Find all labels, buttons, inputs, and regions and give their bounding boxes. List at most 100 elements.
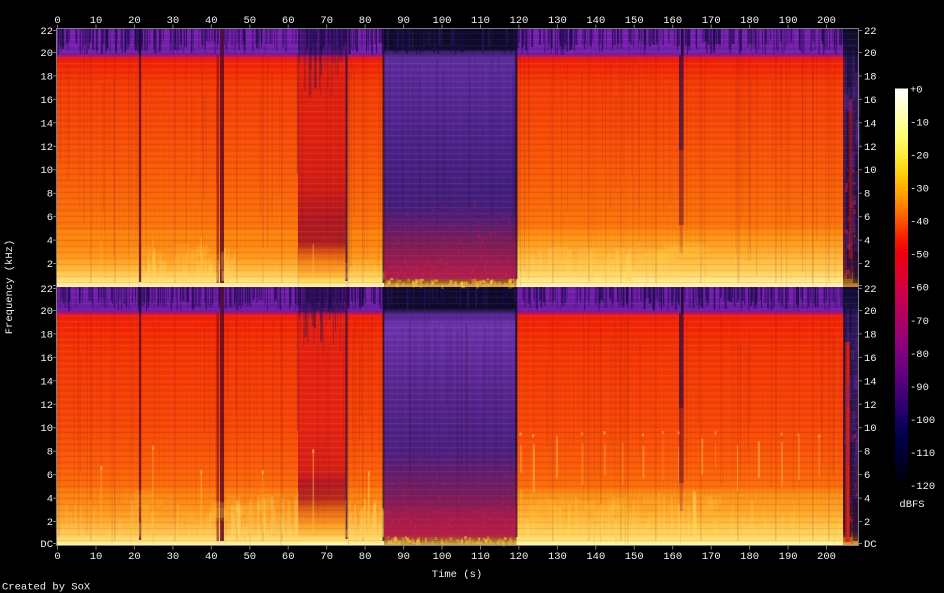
svg-text:2: 2 [864, 517, 870, 529]
svg-text:130: 130 [548, 551, 567, 563]
svg-text:16: 16 [40, 95, 53, 107]
svg-text:-30: -30 [910, 184, 929, 196]
svg-text:16: 16 [864, 353, 877, 365]
svg-text:8: 8 [47, 189, 53, 201]
svg-text:4: 4 [47, 494, 53, 506]
svg-text:60: 60 [282, 15, 295, 27]
svg-text:12: 12 [864, 142, 877, 154]
svg-text:90: 90 [397, 551, 410, 563]
svg-text:14: 14 [40, 118, 53, 130]
svg-text:160: 160 [663, 551, 682, 563]
svg-text:16: 16 [864, 95, 877, 107]
svg-text:18: 18 [40, 71, 53, 83]
svg-text:140: 140 [586, 551, 605, 563]
svg-text:DC: DC [864, 539, 877, 551]
svg-text:200: 200 [817, 551, 836, 563]
svg-text:30: 30 [167, 15, 180, 27]
svg-text:-110: -110 [910, 448, 935, 460]
svg-text:10: 10 [864, 423, 877, 435]
svg-text:4: 4 [47, 236, 53, 248]
svg-text:14: 14 [864, 118, 877, 130]
svg-text:-60: -60 [910, 283, 929, 295]
svg-text:18: 18 [864, 329, 877, 341]
svg-text:-120: -120 [910, 481, 935, 493]
svg-text:14: 14 [40, 376, 53, 388]
svg-text:10: 10 [40, 423, 53, 435]
svg-text:12: 12 [40, 142, 53, 154]
svg-text:8: 8 [864, 447, 870, 459]
svg-text:150: 150 [625, 15, 644, 27]
svg-text:-90: -90 [910, 382, 929, 394]
svg-text:-70: -70 [910, 316, 929, 328]
svg-text:-50: -50 [910, 250, 929, 262]
svg-text:12: 12 [864, 400, 877, 412]
svg-text:DC: DC [40, 539, 53, 551]
svg-text:6: 6 [864, 212, 870, 224]
svg-text:60: 60 [282, 551, 295, 563]
svg-text:4: 4 [864, 494, 870, 506]
svg-text:-100: -100 [910, 415, 935, 427]
svg-text:80: 80 [359, 551, 372, 563]
svg-text:-10: -10 [910, 118, 929, 130]
svg-text:18: 18 [40, 329, 53, 341]
svg-text:16: 16 [40, 353, 53, 365]
svg-text:20: 20 [864, 306, 877, 318]
svg-text:0: 0 [54, 551, 60, 563]
svg-text:10: 10 [864, 165, 877, 177]
svg-text:0: 0 [54, 15, 60, 27]
svg-text:200: 200 [817, 15, 836, 27]
svg-text:2: 2 [47, 517, 53, 529]
svg-text:2: 2 [47, 259, 53, 271]
svg-text:180: 180 [740, 551, 759, 563]
svg-text:14: 14 [864, 376, 877, 388]
svg-text:120: 120 [509, 551, 528, 563]
svg-text:190: 190 [779, 551, 798, 563]
svg-text:140: 140 [586, 15, 605, 27]
svg-text:100: 100 [433, 15, 452, 27]
svg-text:4: 4 [864, 236, 870, 248]
svg-text:70: 70 [320, 15, 333, 27]
svg-text:22: 22 [864, 26, 877, 38]
svg-text:20: 20 [128, 551, 141, 563]
svg-text:Created by SoX: Created by SoX [2, 582, 91, 593]
svg-text:110: 110 [471, 15, 490, 27]
svg-text:20: 20 [864, 48, 877, 60]
svg-text:120: 120 [509, 15, 528, 27]
svg-text:40: 40 [205, 551, 218, 563]
svg-text:10: 10 [90, 551, 103, 563]
svg-text:8: 8 [47, 447, 53, 459]
svg-text:Frequency (kHz): Frequency (kHz) [4, 240, 16, 335]
svg-text:180: 180 [740, 15, 759, 27]
svg-text:30: 30 [167, 551, 180, 563]
svg-text:2: 2 [864, 259, 870, 271]
svg-text:10: 10 [40, 165, 53, 177]
svg-text:8: 8 [864, 189, 870, 201]
svg-text:80: 80 [359, 15, 372, 27]
svg-text:90: 90 [397, 15, 410, 27]
svg-text:110: 110 [471, 551, 490, 563]
svg-text:22: 22 [864, 284, 877, 296]
svg-text:-20: -20 [910, 151, 929, 163]
svg-text:20: 20 [128, 15, 141, 27]
svg-text:20: 20 [40, 48, 53, 60]
svg-text:6: 6 [47, 212, 53, 224]
svg-text:130: 130 [548, 15, 567, 27]
svg-text:6: 6 [47, 470, 53, 482]
svg-text:50: 50 [243, 15, 256, 27]
svg-text:70: 70 [320, 551, 333, 563]
svg-text:160: 160 [663, 15, 682, 27]
svg-text:170: 170 [702, 551, 721, 563]
svg-text:190: 190 [779, 15, 798, 27]
svg-text:10: 10 [90, 15, 103, 27]
svg-text:150: 150 [625, 551, 644, 563]
svg-text:50: 50 [243, 551, 256, 563]
svg-text:Time (s): Time (s) [432, 569, 482, 581]
svg-text:dBFS: dBFS [899, 499, 924, 511]
svg-text:100: 100 [433, 551, 452, 563]
svg-text:+0: +0 [910, 85, 923, 97]
svg-text:170: 170 [702, 15, 721, 27]
svg-text:-40: -40 [910, 217, 929, 229]
svg-text:12: 12 [40, 400, 53, 412]
svg-text:22: 22 [40, 284, 53, 296]
svg-text:6: 6 [864, 470, 870, 482]
